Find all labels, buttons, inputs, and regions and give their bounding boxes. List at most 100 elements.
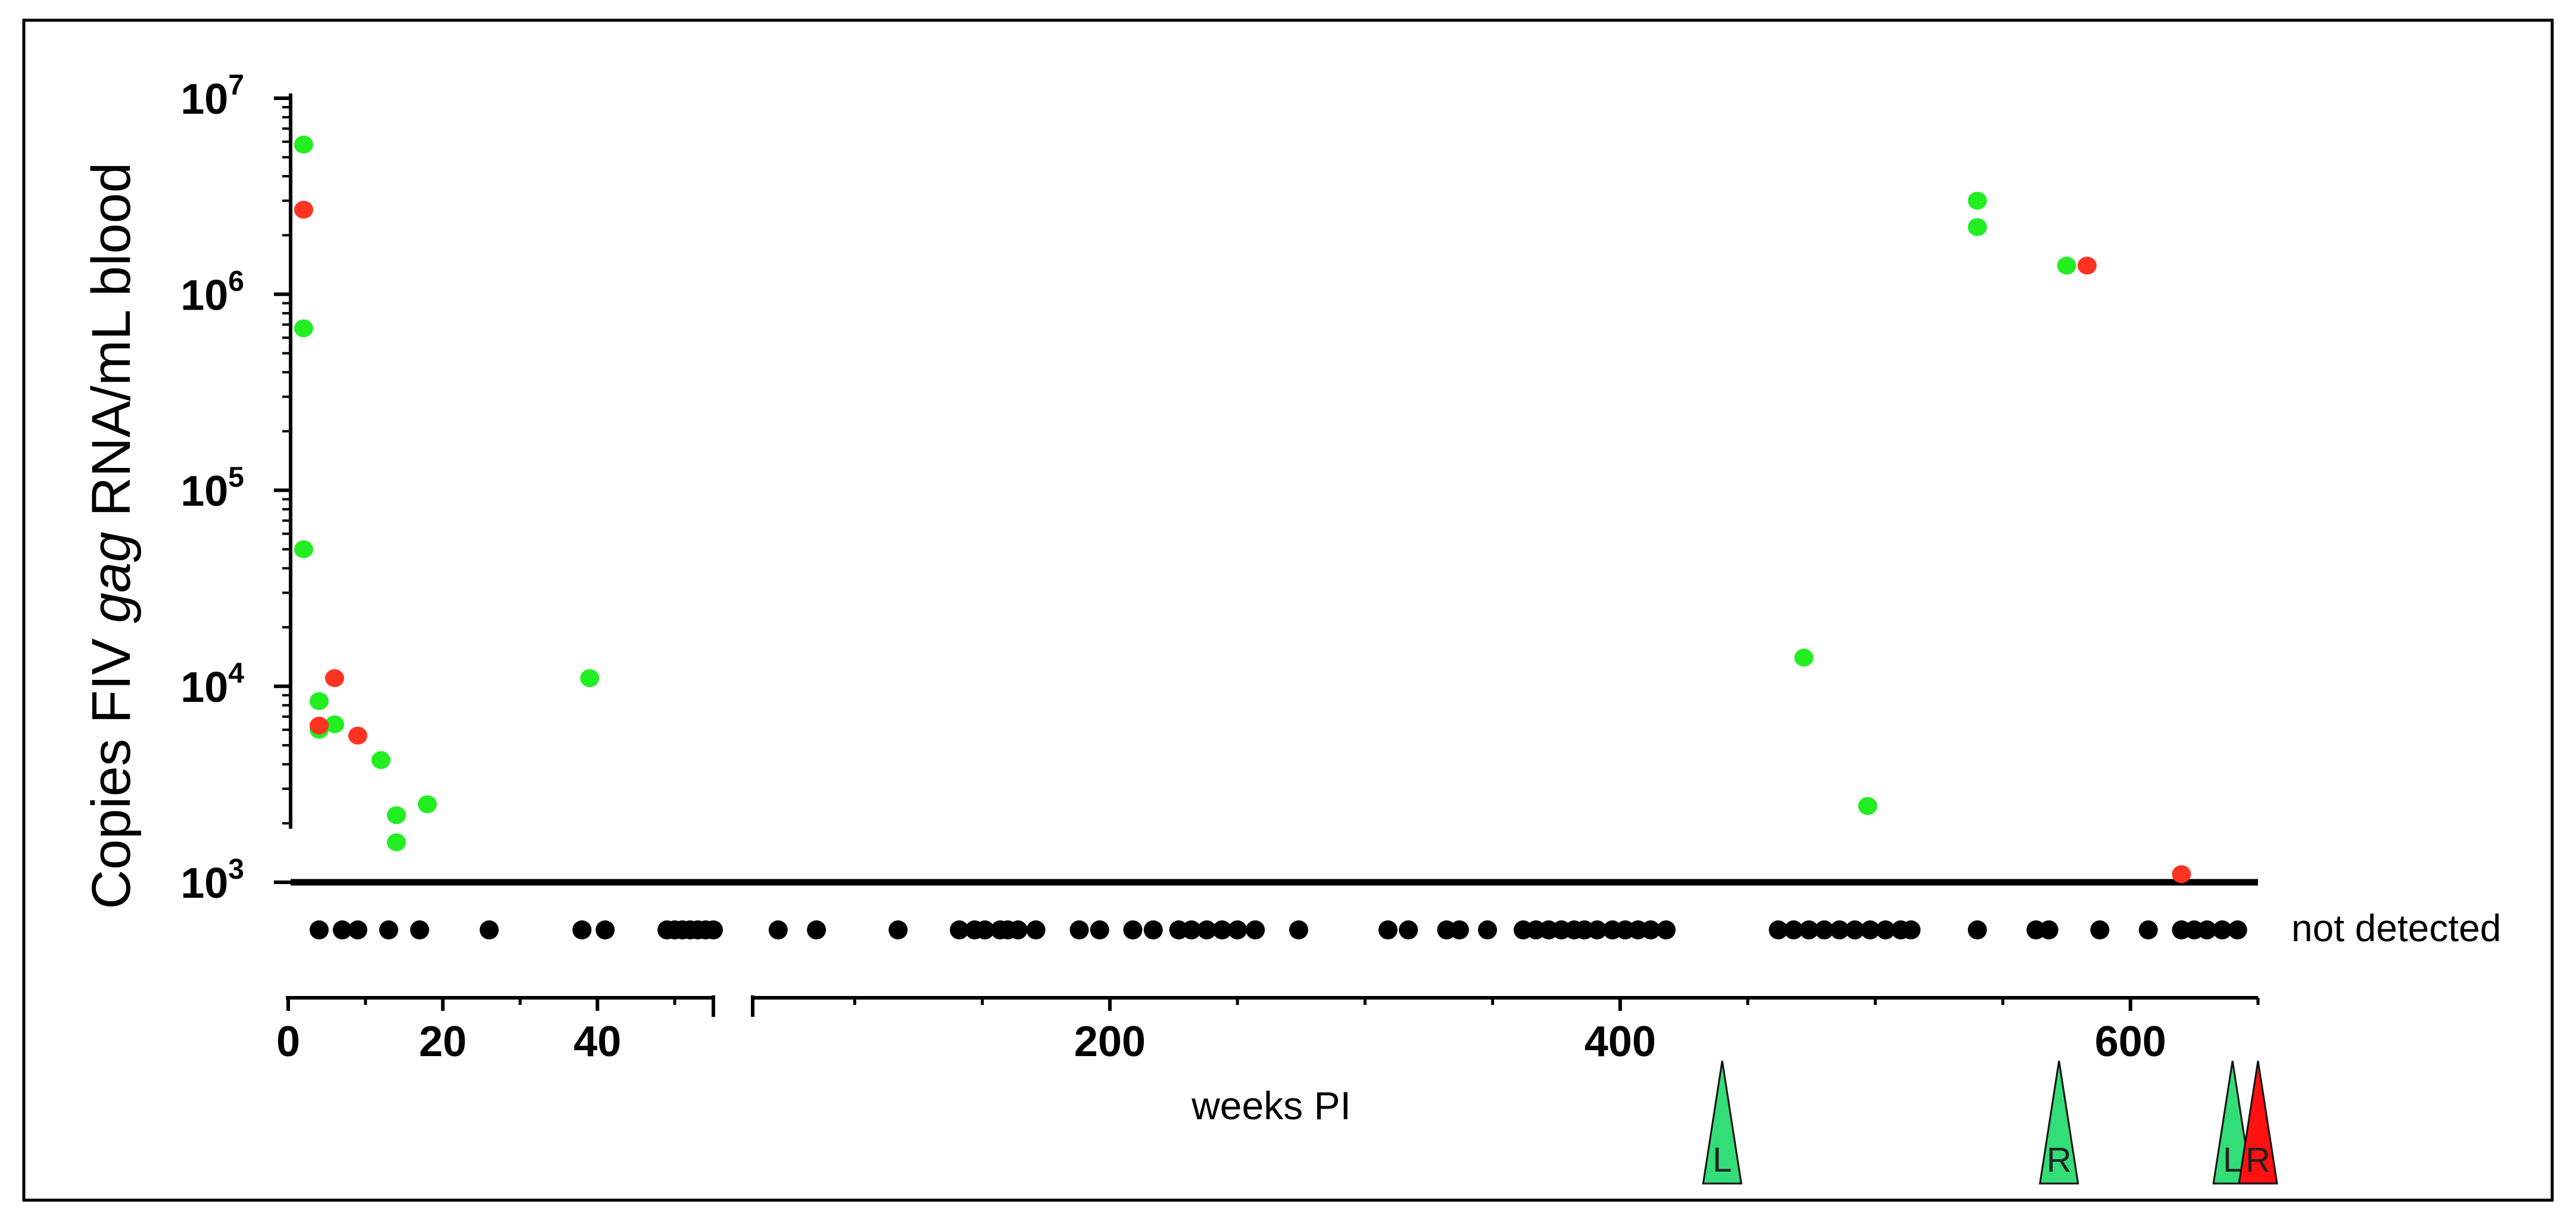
not-detected-point (704, 920, 723, 939)
x-tick-label: 20 (419, 1018, 467, 1066)
not-detected-point (410, 920, 429, 939)
red-point (2172, 865, 2191, 883)
green-point (294, 135, 313, 154)
y-axis-title-gene: gag (81, 532, 142, 623)
treatment-marker-r (2039, 1060, 2079, 1185)
axes-layer: 103 104 105 106 107 0 20 40 200 400 600 (180, 70, 2260, 1066)
y-axis-title: Copies FIV gag RNA/mL blood (81, 163, 142, 910)
not-detected-point (1069, 920, 1089, 939)
x-tick-label: 600 (2095, 1018, 2166, 1066)
x-tick-label: 40 (573, 1018, 621, 1066)
not-detected-point (379, 920, 398, 939)
not-detected-point (1799, 920, 1819, 939)
not-detected-point (2197, 920, 2217, 939)
not-detected-point (1289, 920, 1308, 939)
not-detected-point (1212, 920, 1232, 939)
not-detected-point (479, 920, 499, 939)
not-detected-point (1967, 920, 1987, 939)
green-point (325, 715, 344, 733)
not-detected-point (1830, 920, 1850, 939)
red-point (2077, 257, 2097, 275)
not-detected-point (1143, 920, 1163, 939)
not-detected-point (975, 920, 994, 939)
not-detected-point (1641, 920, 1661, 939)
not-detected-point (1399, 920, 1418, 939)
treatment-marker-letter: R (2047, 1141, 2072, 1179)
not-detected-point (1378, 920, 1398, 939)
green-point (386, 833, 406, 851)
not-detected-point (2228, 920, 2247, 939)
not-detected-label: not detected (2291, 907, 2501, 950)
not-detected-point (2039, 920, 2059, 939)
green-point (2057, 257, 2076, 275)
not-detected-point (309, 920, 329, 939)
red-point (309, 716, 329, 735)
not-detected-point (2090, 920, 2110, 939)
not-detected-point (2213, 920, 2232, 939)
x-tick-label: 0 (276, 1018, 300, 1066)
not-detected-point (1449, 920, 1469, 939)
treatment-marker-r (2238, 1060, 2278, 1185)
treatment-marker-letter: L (2223, 1141, 2242, 1179)
not-detected-point (1008, 920, 1028, 939)
treatment-marker-l (1702, 1060, 1742, 1185)
green-point (294, 540, 313, 558)
not-detected-point (332, 920, 352, 939)
treatment-marker-letter: L (1713, 1141, 1732, 1179)
not-detected-point (572, 920, 592, 939)
y-axis-title-part-2: RNA/mL blood (81, 163, 142, 532)
green-point (1967, 192, 1987, 210)
figure-border (22, 18, 2554, 1202)
not-detected-point (807, 920, 827, 939)
treatment-marker-l (2212, 1060, 2253, 1185)
not-detected-point (1901, 920, 1921, 939)
x-tick-label: 200 (1074, 1018, 1146, 1066)
not-detected-point (1090, 920, 1109, 939)
y-tick-label: 107 (180, 70, 244, 123)
not-detected-point (1197, 920, 1217, 939)
not-detected-point (1656, 920, 1676, 939)
y-tick-label: 106 (180, 266, 244, 319)
green-point (580, 669, 600, 688)
not-detected-point (1478, 920, 1498, 939)
not-detected-point (950, 920, 969, 939)
not-detected-point (2138, 920, 2158, 939)
not-detected-point (1588, 920, 1607, 939)
y-axis-title-part-1: Copies FIV (81, 623, 142, 910)
green-point (1967, 218, 1987, 236)
not-detected-point (1860, 920, 1880, 939)
not-detected-point (1845, 920, 1865, 939)
points-layer (294, 135, 2247, 939)
not-detected-point (1026, 920, 1046, 939)
not-detected-point (1769, 920, 1788, 939)
red-point (348, 726, 367, 745)
not-detected-point (888, 920, 908, 939)
x-axis-title: weeks PI (1191, 1084, 1351, 1128)
green-point (1858, 797, 1878, 815)
green-point (309, 692, 329, 710)
not-detected-point (1784, 920, 1804, 939)
red-point (294, 201, 313, 219)
green-point (1794, 648, 1814, 667)
x-tick-label: 400 (1585, 1018, 1656, 1066)
not-detected-point (1181, 920, 1201, 939)
not-detected-point (1246, 920, 1265, 939)
y-tick-label: 105 (180, 462, 244, 516)
y-tick-label: 104 (180, 658, 244, 711)
not-detected-point (1228, 920, 1248, 939)
green-point (386, 806, 406, 825)
red-point (325, 669, 344, 688)
green-point (371, 751, 391, 769)
treatment-marker-letter: R (2246, 1141, 2271, 1179)
not-detected-point (1123, 920, 1143, 939)
not-detected-point (348, 920, 367, 939)
not-detected-point (768, 920, 788, 939)
not-detected-point (595, 920, 615, 939)
y-tick-label: 103 (180, 854, 244, 907)
not-detected-point (1876, 920, 1895, 939)
green-point (417, 795, 437, 813)
green-point (294, 319, 313, 338)
